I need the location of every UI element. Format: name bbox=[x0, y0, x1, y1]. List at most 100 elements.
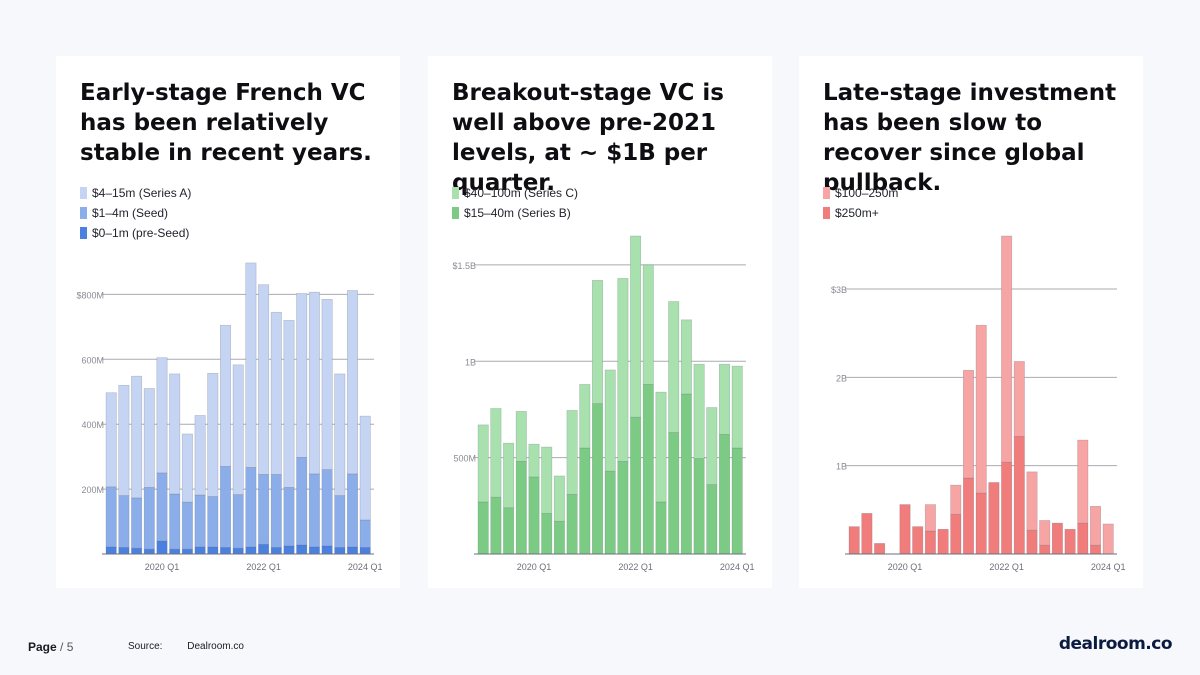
chart-legend: $100–250m $250m+ bbox=[823, 183, 898, 223]
y-tick-label: $1.5B bbox=[452, 261, 476, 271]
bar-segment bbox=[490, 496, 502, 555]
bar-segment bbox=[848, 526, 860, 555]
bar-segment bbox=[346, 546, 358, 555]
bar-segment bbox=[630, 235, 642, 418]
bar-segment bbox=[592, 280, 604, 404]
bar-segment bbox=[950, 484, 962, 515]
y-tick-label: 200M bbox=[81, 485, 104, 495]
bar-segment bbox=[541, 446, 553, 514]
bar-segment bbox=[617, 461, 629, 555]
bar-segment bbox=[359, 519, 371, 548]
bar-segment bbox=[169, 373, 181, 495]
bar-segment bbox=[207, 546, 219, 555]
bar-segment bbox=[566, 493, 578, 555]
bar-segment bbox=[308, 473, 320, 548]
bar-segment bbox=[553, 520, 565, 555]
bar-segment bbox=[503, 442, 515, 509]
legend-swatch bbox=[80, 227, 87, 239]
y-tick-label: $3B bbox=[831, 285, 847, 295]
legend-label: $40–100m (Series C) bbox=[464, 186, 579, 200]
bar-segment bbox=[642, 384, 654, 555]
legend-item-100-250m: $100–250m bbox=[823, 183, 898, 203]
bar-segment bbox=[1026, 529, 1038, 555]
bar-segment bbox=[194, 494, 206, 548]
bar-segment bbox=[1102, 523, 1114, 555]
legend-label: $4–15m (Series A) bbox=[92, 186, 192, 200]
legend-label: $0–1m (pre-Seed) bbox=[92, 226, 190, 240]
x-tick-label: 2022 Q1 bbox=[989, 562, 1024, 572]
bar-segment bbox=[1089, 544, 1101, 555]
bar-segment bbox=[1001, 235, 1013, 463]
bar-segment bbox=[105, 486, 117, 548]
bar-segment bbox=[630, 416, 642, 555]
bar-segment bbox=[296, 457, 308, 546]
legend-swatch bbox=[823, 207, 830, 219]
legend-item-series-b: $15–40m (Series B) bbox=[452, 203, 578, 223]
bar-segment bbox=[258, 543, 270, 555]
bar-segment bbox=[1089, 505, 1101, 546]
source-note: Source: Dealroom.co bbox=[128, 641, 244, 652]
bar-segment bbox=[258, 474, 270, 545]
bar-segment bbox=[1039, 520, 1051, 546]
bar-segment bbox=[706, 407, 718, 485]
bar-segment bbox=[245, 467, 257, 548]
page-number: / 5 bbox=[60, 640, 74, 654]
bar-segment bbox=[912, 526, 924, 555]
y-tick-label: 400M bbox=[81, 420, 104, 430]
legend-label: $100–250m bbox=[835, 186, 899, 200]
bar-segment bbox=[579, 447, 591, 555]
bar-segment bbox=[706, 484, 718, 555]
legend-swatch bbox=[452, 207, 459, 219]
bar-segment bbox=[1077, 522, 1089, 555]
bar-segment bbox=[156, 472, 168, 542]
bar-segment bbox=[1013, 361, 1025, 437]
bar-segment bbox=[655, 501, 667, 555]
bar-segment bbox=[207, 496, 219, 548]
bar-segment bbox=[566, 410, 578, 495]
x-tick-label: 2024 Q1 bbox=[348, 562, 383, 572]
source-label: Source: bbox=[128, 641, 163, 652]
bar-segment bbox=[899, 504, 911, 555]
bar-segment bbox=[308, 291, 320, 475]
y-tick-label: 1B bbox=[836, 462, 847, 472]
legend-label: $15–40m (Series B) bbox=[464, 206, 571, 220]
bar-segment bbox=[156, 357, 168, 474]
bar-segment bbox=[283, 320, 295, 488]
x-tick-label: 2024 Q1 bbox=[1091, 562, 1126, 572]
legend-item-series-a: $4–15m (Series A) bbox=[80, 183, 191, 203]
bar-segment bbox=[181, 548, 193, 555]
bar-segment bbox=[143, 388, 155, 488]
bar-segment bbox=[731, 365, 743, 449]
x-tick-label: 2020 Q1 bbox=[888, 562, 923, 572]
x-tick-label: 2020 Q1 bbox=[145, 562, 180, 572]
bar-segment bbox=[194, 546, 206, 555]
bar-segment bbox=[528, 443, 540, 478]
bar-segment bbox=[950, 513, 962, 555]
bar-segment bbox=[258, 284, 270, 475]
y-tick-label: 1B bbox=[465, 357, 476, 367]
legend-label: $1–4m (Seed) bbox=[92, 206, 169, 220]
chart-card-early-stage: Early-stage French VC has been relativel… bbox=[56, 56, 400, 588]
bar-segment bbox=[308, 546, 320, 555]
bar-segment bbox=[515, 411, 527, 462]
bar-segment bbox=[346, 290, 358, 475]
bar-segment bbox=[718, 434, 730, 555]
bar-segment bbox=[477, 424, 489, 503]
bar-segment bbox=[334, 495, 346, 548]
chart-title: Late-stage investment has been slow to r… bbox=[823, 80, 1117, 196]
x-tick-label: 2024 Q1 bbox=[720, 562, 755, 572]
bar-segment bbox=[1039, 544, 1051, 555]
bar-segment bbox=[321, 298, 333, 470]
bar-segment bbox=[874, 543, 886, 555]
bar-segment bbox=[283, 545, 295, 555]
legend-label: $250m+ bbox=[835, 206, 879, 220]
bar-segment bbox=[169, 548, 181, 555]
bar-segment bbox=[642, 264, 654, 385]
bar-segment bbox=[604, 369, 616, 472]
bar-segment bbox=[668, 301, 680, 433]
bar-segment bbox=[490, 408, 502, 498]
bar-segment bbox=[668, 432, 680, 555]
chart-legend: $40–100m (Series C) $15–40m (Series B) bbox=[452, 183, 578, 223]
bar-segment bbox=[861, 513, 873, 555]
bar-segment bbox=[359, 415, 371, 521]
